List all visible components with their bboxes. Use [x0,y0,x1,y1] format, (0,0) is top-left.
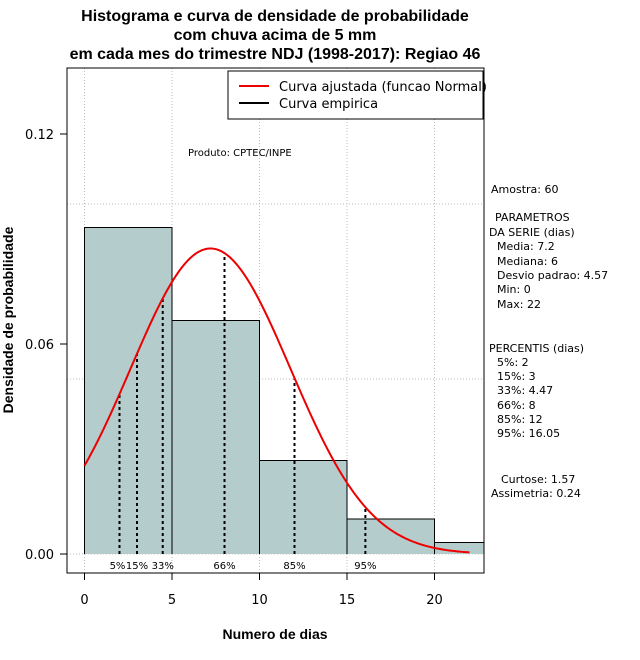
legend-empirical-label: Curva empirica [279,97,378,112]
legend: Curva ajustada (funcao Normal) Curva emp… [227,70,487,120]
skewness: Assimetria: 0.24 [491,487,581,500]
percentile-label: 5% [110,561,126,572]
params-header-1: PARAMETROS [495,211,570,224]
x-tick-label: 20 [426,593,443,608]
chart-title-line-1: Histograma e curva de densidade de proba… [81,8,469,25]
x-tick-label: 5 [168,593,176,608]
y-axis-label: Densidade de probabilidade [0,226,16,413]
histogram-bar [347,519,435,554]
histogram-bar-outline [346,518,435,554]
percentile-label: 95% [354,561,376,572]
axes: 0 5 10 15 20 0.00 0.06 0.12 [25,128,443,608]
percentile-label: 33% [152,561,174,572]
percentile-label: 85% [283,561,305,572]
param-max: Max: 22 [497,298,541,311]
y-tick-label: 0.06 [25,338,54,353]
percentile-95: 95%: 16.05 [497,427,560,440]
x-tick-label: 10 [251,593,268,608]
statistics-panel: Amostra: 60 PARAMETROS DA SERIE (dias) M… [489,183,608,500]
y-tick-label: 0.00 [25,548,54,563]
param-std: Desvio padrao: 4.57 [497,269,608,282]
histogram-bars [84,226,485,554]
sample-size: Amostra: 60 [491,183,558,196]
chart-title-line-3: em cada mes do trimestre NDJ (1998-2017)… [70,46,481,63]
params-header-2: DA SERIE (dias) [489,226,575,239]
product-annotation: Produto: CPTEC/INPE [188,148,292,159]
percentile-15: 15%: 3 [497,370,536,383]
param-mean: Media: 7.2 [497,240,555,253]
percentile-label: 15% [126,561,148,572]
chart-title-line-2: com chuva acima de 5 mm [174,27,377,44]
histogram-bar [259,460,347,554]
histogram-bar-outline [171,320,260,554]
histogram-bar [84,227,172,554]
param-min: Min: 0 [497,283,531,296]
percentile-lines: 5% 15% 33% 66% 85% 95% [110,253,376,572]
legend-box [227,70,484,120]
x-tick-label: 0 [80,593,88,608]
y-tick-label: 0.12 [25,128,54,143]
percentile-5: 5%: 2 [497,356,529,369]
histogram-bar [434,542,484,554]
kurtosis: Curtose: 1.57 [501,473,575,486]
legend-fitted-label: Curva ajustada (funcao Normal) [279,80,487,95]
percentile-85: 85%: 12 [497,413,543,426]
fitted-normal-curve [83,247,470,554]
param-median: Mediana: 6 [497,255,558,268]
percentile-label: 66% [213,561,235,572]
fitted-curve-layer [83,247,470,554]
histogram-bar-outline [259,460,348,554]
x-axis-label: Numero de dias [222,626,327,642]
histogram-bar [172,320,260,554]
percentile-66: 66%: 8 [497,399,536,412]
percentile-33: 33%: 4.47 [497,384,553,397]
percentiles-header: PERCENTIS (dias) [489,342,584,355]
x-tick-label: 15 [339,593,356,608]
